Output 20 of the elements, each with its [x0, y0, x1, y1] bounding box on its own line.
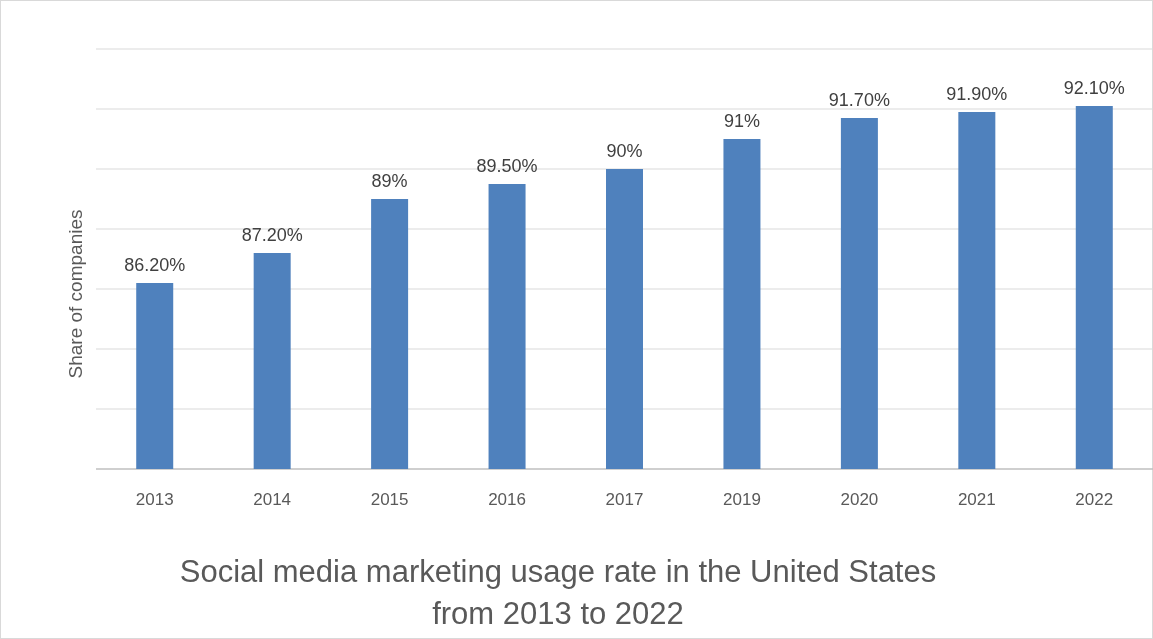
data-label: 91.70% [828, 90, 890, 110]
data-label: 91% [723, 111, 760, 131]
text: Social media marketing usage rate in the United States from 2013 to 2022 [179, 554, 937, 631]
x-tick-label: 2020 [840, 490, 879, 509]
x-tick-label: 2015 [370, 490, 409, 509]
x-tick-label: 2019 [723, 490, 761, 509]
x-tick-label: 2016 [488, 490, 526, 509]
y-axis-title: Share of companies [65, 209, 86, 379]
x-tick-label: 2022 [1075, 490, 1114, 509]
data-label: 89% [371, 171, 408, 191]
x-tick-label: 2013 [135, 490, 174, 509]
data-label: 87.20% [241, 225, 303, 245]
x-tick-label: 2017 [605, 490, 644, 509]
data-label: 91.90% [946, 84, 1008, 104]
x-tick-label: 2014 [253, 490, 292, 509]
data-label: 92.10% [1063, 78, 1125, 98]
x-tick-label: 2021 [957, 490, 996, 509]
data-label: 86.20% [124, 255, 186, 275]
data-label: 90% [606, 141, 643, 161]
data-label: 89.50% [476, 156, 538, 176]
